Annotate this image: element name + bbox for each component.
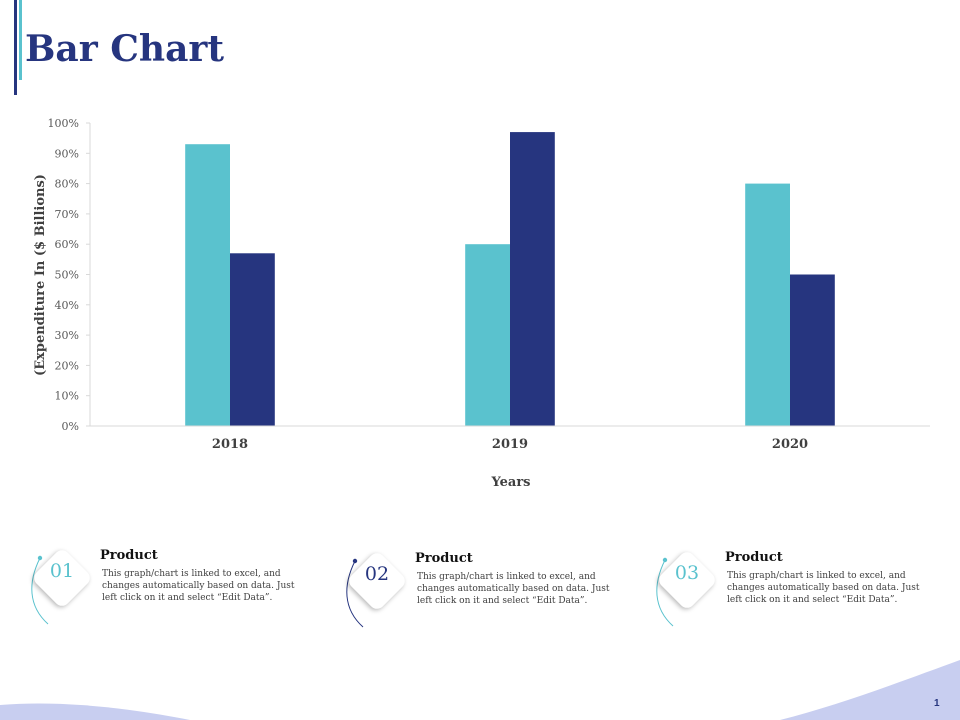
bar-2019-series-2 bbox=[510, 132, 555, 426]
x-category-label: 2018 bbox=[212, 437, 248, 452]
card-title: Product bbox=[725, 550, 783, 565]
card-number: 03 bbox=[674, 562, 700, 584]
y-tick-label: 10% bbox=[55, 390, 79, 403]
y-tick-label: 60% bbox=[55, 238, 79, 251]
y-tick-label: 0% bbox=[62, 420, 79, 433]
bar-2020-series-1 bbox=[745, 183, 790, 426]
card-number: 02 bbox=[364, 563, 390, 585]
card-title: Product bbox=[100, 548, 158, 563]
y-axis-title: (Expenditure In ($ Billions) bbox=[33, 174, 48, 376]
card-arc-decoration bbox=[31, 555, 49, 625]
x-category-label: 2019 bbox=[492, 437, 528, 452]
card-arc-decoration bbox=[346, 558, 364, 628]
product-card-3: 03 Product This graph/chart is linked to… bbox=[655, 548, 935, 630]
y-tick-label: 70% bbox=[55, 208, 79, 221]
bottom-wave-left bbox=[0, 703, 190, 720]
card-description: This graph/chart is linked to excel, and… bbox=[102, 569, 295, 603]
y-tick-label: 90% bbox=[55, 147, 79, 160]
title-accent-bar-inner bbox=[19, 0, 22, 80]
bar-2019-series-1 bbox=[465, 244, 510, 426]
bar-2018-series-1 bbox=[185, 144, 230, 426]
x-axis-title: Years bbox=[490, 475, 530, 490]
y-tick-label: 20% bbox=[55, 359, 79, 372]
title-accent-bar-outer bbox=[14, 0, 17, 95]
bottom-wave-right bbox=[780, 660, 960, 720]
x-category-label: 2020 bbox=[772, 437, 808, 452]
y-tick-label: 50% bbox=[55, 269, 79, 282]
page-number: 1 bbox=[934, 698, 940, 709]
y-tick-label: 100% bbox=[48, 117, 79, 130]
y-tick-label: 30% bbox=[55, 329, 79, 342]
card-number: 01 bbox=[49, 560, 75, 582]
card-description: This graph/chart is linked to excel, and… bbox=[417, 572, 610, 606]
card-title: Product bbox=[415, 551, 473, 566]
card-arc-decoration bbox=[656, 557, 674, 627]
product-card-2: 02 Product This graph/chart is linked to… bbox=[345, 549, 625, 631]
bar-2020-series-2 bbox=[790, 274, 835, 426]
product-card-1: 01 Product This graph/chart is linked to… bbox=[30, 546, 310, 628]
card-description: This graph/chart is linked to excel, and… bbox=[727, 571, 920, 605]
bar-2018-series-2 bbox=[230, 253, 275, 426]
y-tick-label: 80% bbox=[55, 178, 79, 191]
y-tick-label: 40% bbox=[55, 299, 79, 312]
page-title: Bar Chart bbox=[25, 28, 225, 70]
